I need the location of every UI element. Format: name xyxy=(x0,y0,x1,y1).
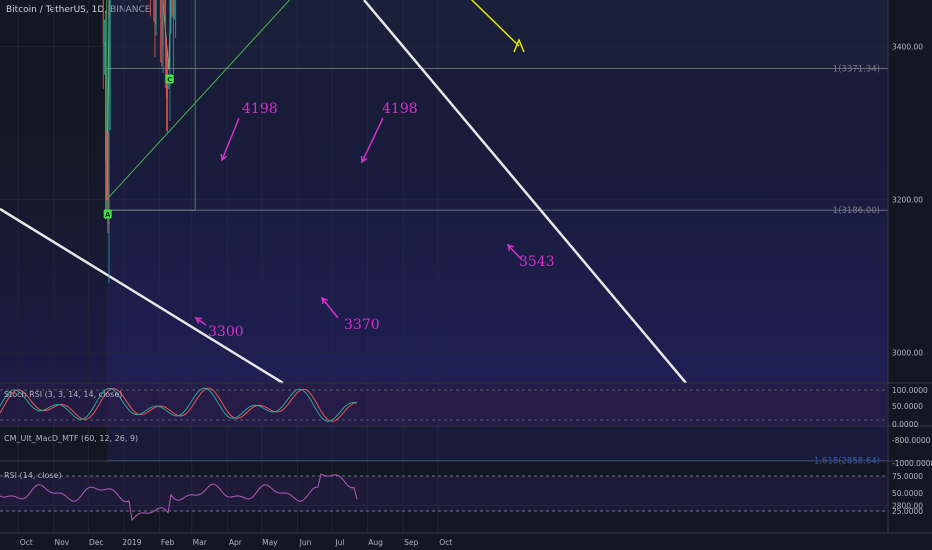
annotation-arrowhead-2 xyxy=(194,317,203,324)
pattern-point-marker-A xyxy=(103,209,112,219)
time-tick-9: Jul xyxy=(334,538,344,547)
annotation-arrowhead-4 xyxy=(506,243,514,251)
time-tick-7: May xyxy=(262,538,278,547)
pattern-point-label-C: C xyxy=(167,76,172,84)
time-tick-8: Jun xyxy=(299,538,312,547)
time-tick-3: 2019 xyxy=(122,538,141,547)
ann-3370: 3370 xyxy=(344,317,380,333)
price-tick-1: 3000.00 xyxy=(892,349,923,358)
rsi-line xyxy=(0,473,358,522)
candle-body-78 xyxy=(170,0,172,6)
pattern-point-label-A: A xyxy=(105,211,111,219)
triangle-lower-line xyxy=(106,0,291,200)
candle-body-74 xyxy=(166,49,167,98)
indicator-tick-1-1: -1000.0000 xyxy=(892,459,932,468)
candle-body-80 xyxy=(172,0,174,16)
price-tick-3: 3400.00 xyxy=(892,43,923,52)
annotation-arrow-2 xyxy=(195,317,207,326)
candle-body-20 xyxy=(104,41,105,45)
projection-arrow-head xyxy=(513,38,525,53)
indicator-tick-2-0: 75.0000 xyxy=(892,472,923,481)
indicator-tick-0-0: 100.0000 xyxy=(892,386,928,395)
candle-body-65 xyxy=(155,0,157,25)
candle-body-77 xyxy=(169,5,171,83)
candles xyxy=(102,0,177,284)
candle-body-22 xyxy=(106,161,108,183)
candle-body-75 xyxy=(167,84,169,98)
candle-body-23 xyxy=(107,182,109,225)
indicator-name-0: Stoch RSI (3, 3, 14, 14, close) xyxy=(4,390,122,399)
fib-band-5 xyxy=(106,0,888,69)
chart-title: Bitcoin / TetherUS, 1D, BINANCE xyxy=(6,5,151,15)
time-tick-2: Dec xyxy=(89,538,104,547)
stoch-k-line xyxy=(0,387,358,422)
candle-body-73 xyxy=(164,0,166,50)
indicator-tick-0-2: 0.0000 xyxy=(892,420,918,429)
fib-label-7: 1(3371.34) xyxy=(833,64,880,74)
indicator-name-1: CM_Ult_MacD_MTF (60, 12, 26, 9) xyxy=(4,434,138,443)
stoch-pane-shade xyxy=(0,384,888,426)
annotation-arrow-4 xyxy=(507,244,523,261)
time-axis-bg xyxy=(0,533,932,550)
candle-body-79 xyxy=(171,0,173,16)
rsi-pane-shade xyxy=(0,476,888,512)
candle-body-21 xyxy=(105,41,106,162)
time-tick-10: Aug xyxy=(368,538,383,547)
candle-body-76 xyxy=(168,82,170,85)
pattern-point-marker-C xyxy=(165,74,174,84)
indicator-tick-2-2: 25.0000 xyxy=(892,507,923,516)
candle-body-24 xyxy=(108,70,110,225)
annotation-arrow-0 xyxy=(221,117,240,161)
time-tick-1: Nov xyxy=(55,538,70,547)
time-tick-5: Mar xyxy=(193,538,208,547)
support-trendline xyxy=(0,207,284,385)
time-tick-0: Oct xyxy=(20,538,33,547)
lower-pane-shade xyxy=(0,123,888,382)
candle-body-71 xyxy=(162,0,164,46)
indicator-tick-1-0: -800.0000 xyxy=(892,436,931,445)
candle-body-70 xyxy=(161,17,163,46)
fib-label-8: 1(3186.00) xyxy=(833,206,880,216)
annotation-arrow-3 xyxy=(321,297,339,319)
annotation-arrow-1 xyxy=(361,117,384,163)
time-tick-6: Apr xyxy=(229,538,243,547)
ann-4198-left: 4198 xyxy=(242,101,278,117)
resistance-trendline xyxy=(363,0,687,384)
price-tick-2: 3200.00 xyxy=(892,196,923,205)
fib-label-9: 1.618(2858.64) xyxy=(814,457,880,467)
indicator-name-2: RSI (14, close) xyxy=(4,471,62,480)
indicator-tick-0-1: 50.0000 xyxy=(892,402,923,411)
ann-4198-right: 4198 xyxy=(382,101,418,117)
candle-body-64 xyxy=(154,0,156,25)
ann-3300: 3300 xyxy=(208,324,244,340)
ann-3543: 3543 xyxy=(519,254,555,270)
price-axis-bg xyxy=(888,0,932,533)
indicator-tick-2-1: 50.0000 xyxy=(892,489,923,498)
time-tick-11: Sep xyxy=(404,538,418,547)
time-tick-4: Feb xyxy=(161,538,175,547)
time-tick-12: Oct xyxy=(439,538,452,547)
annotation-arrowhead-1 xyxy=(360,155,368,164)
annotation-arrowhead-0 xyxy=(220,153,228,162)
price-tick-0: 2800.00 xyxy=(892,501,923,510)
candle-body-69 xyxy=(160,0,162,18)
fib-band-6 xyxy=(106,68,888,211)
candle-body-19 xyxy=(102,0,104,45)
projection-up-line xyxy=(470,0,520,47)
candle-body-25 xyxy=(109,0,111,71)
annotation-arrowhead-3 xyxy=(321,296,328,305)
